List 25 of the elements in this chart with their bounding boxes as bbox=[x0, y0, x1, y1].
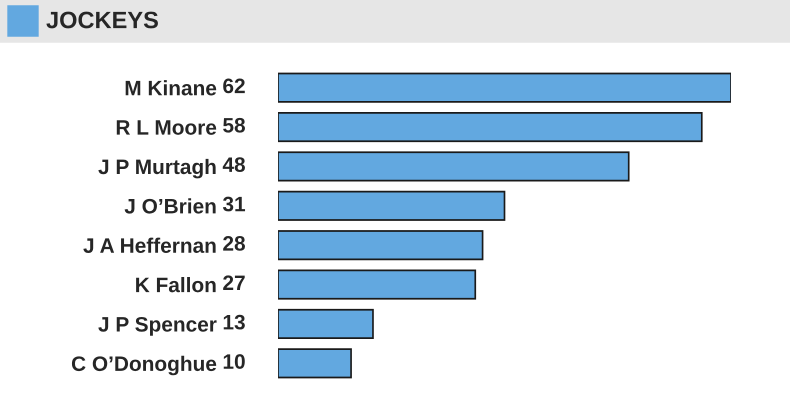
data-label: 58 bbox=[223, 118, 245, 133]
data-label: 28 bbox=[223, 236, 245, 251]
y-tick-label: K Fallon bbox=[136, 277, 216, 292]
y-tick-label: C O’Donoghue bbox=[72, 356, 216, 376]
data-label: 27 bbox=[223, 275, 245, 290]
y-tick-label: J A Heffernan bbox=[83, 238, 216, 253]
y-tick-label: J P Murtagh bbox=[98, 158, 216, 178]
bar bbox=[278, 230, 484, 260]
y-tick-label: R L Moore bbox=[116, 120, 216, 135]
chart-title: JOCKEYS bbox=[46, 12, 158, 28]
bar bbox=[278, 151, 630, 182]
data-label: 62 bbox=[223, 78, 245, 94]
y-tick-label: J P Spencer bbox=[98, 316, 217, 336]
data-label: 13 bbox=[224, 314, 245, 330]
data-label: 10 bbox=[224, 354, 245, 369]
data-label: 48 bbox=[222, 157, 245, 172]
bar bbox=[278, 190, 506, 221]
bar bbox=[278, 348, 352, 378]
bar bbox=[278, 270, 476, 300]
y-tick-label: M Kinane bbox=[126, 80, 216, 96]
bar bbox=[278, 112, 703, 142]
bar bbox=[278, 72, 731, 103]
data-label: 31 bbox=[222, 196, 246, 212]
y-tick-label: J O’Brien bbox=[124, 198, 216, 214]
bar bbox=[278, 308, 374, 339]
